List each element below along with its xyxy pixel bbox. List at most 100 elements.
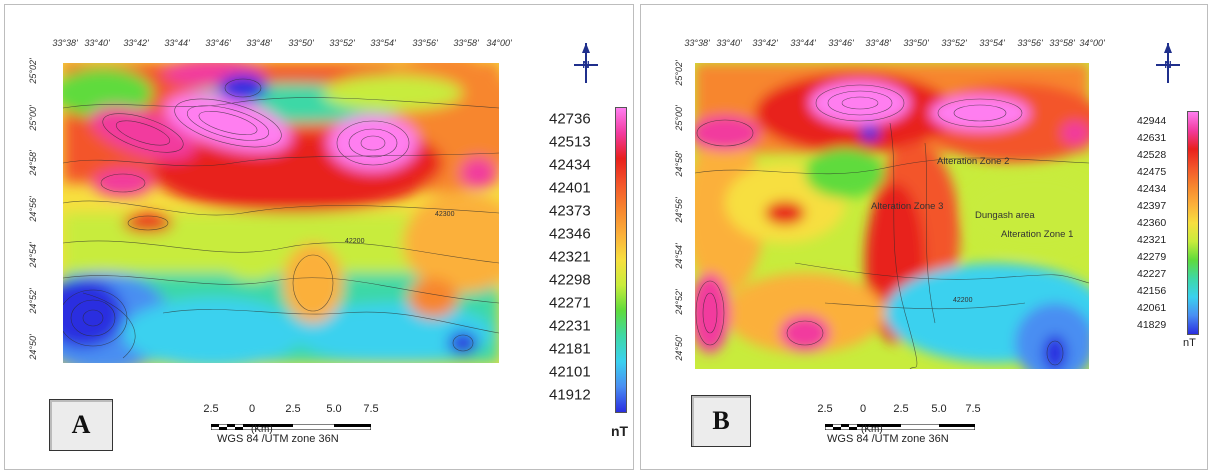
y-tick: 24°54' xyxy=(28,242,38,268)
scale-bar xyxy=(824,417,976,431)
color-ramp xyxy=(615,107,627,413)
y-tick: 24°52' xyxy=(674,289,684,315)
y-tick: 24°58' xyxy=(28,150,38,176)
legend-labels: 42944 42631 42528 42475 42434 42397 4236… xyxy=(1137,111,1183,333)
scale-number: 7.5 xyxy=(363,403,379,415)
zone-label: Alteration Zone 3 xyxy=(871,201,944,212)
legend-value: 41829 xyxy=(1137,319,1167,331)
scale-bar xyxy=(210,417,372,431)
x-tick: 33°54' xyxy=(979,38,1005,48)
x-tick: 33°48' xyxy=(865,38,891,48)
color-legend: 42736 42513 42434 42401 42373 42346 4232… xyxy=(549,105,633,445)
zone-label: Alteration Zone 1 xyxy=(1001,229,1074,240)
panel-letter-box: B xyxy=(691,395,751,447)
x-tick: 33°46' xyxy=(828,38,854,48)
datum-label: WGS 84 /UTM zone 36N xyxy=(827,433,949,445)
x-tick: 33°50' xyxy=(288,38,314,48)
legend-value: 42360 xyxy=(1137,217,1167,229)
svg-text:N: N xyxy=(1164,60,1171,71)
legend-labels: 42736 42513 42434 42401 42373 42346 4232… xyxy=(549,107,609,411)
magnetic-map-a xyxy=(63,63,499,363)
y-tick: 24°56' xyxy=(28,196,38,222)
unit-label: nT xyxy=(611,423,629,439)
legend-value: 42181 xyxy=(549,340,591,358)
x-tick: 33°42' xyxy=(123,38,149,48)
x-tick: 33°42' xyxy=(752,38,778,48)
legend-value: 42944 xyxy=(1137,115,1167,127)
legend-value: 41912 xyxy=(549,386,591,404)
scale-unit: (Km) xyxy=(861,424,883,435)
legend-value: 42321 xyxy=(549,248,591,266)
legend-value: 42271 xyxy=(549,294,591,312)
scale-numbers: 2.5 0 2.5 5.0 7.5 xyxy=(201,403,381,417)
y-tick: 25°02' xyxy=(28,58,38,84)
zone-label: Dungash area xyxy=(975,210,1035,221)
panel-a: 33°38' 33°40' 33°42' 33°44' 33°46' 33°48… xyxy=(4,4,634,470)
y-tick: 25°00' xyxy=(674,105,684,131)
contour-label: 42200 xyxy=(953,297,973,304)
legend-value: 42434 xyxy=(1137,183,1167,195)
legend-value: 42061 xyxy=(1137,302,1167,314)
legend-value: 42401 xyxy=(549,179,591,197)
color-legend: 42944 42631 42528 42475 42434 42397 4236… xyxy=(1137,109,1205,359)
legend-value: 42298 xyxy=(549,271,591,289)
legend-value: 42346 xyxy=(549,225,591,243)
legend-value: 42631 xyxy=(1137,132,1167,144)
y-tick: 24°50' xyxy=(674,335,684,361)
contour-label: 42300 xyxy=(435,211,455,218)
scale-number: 5.0 xyxy=(326,403,342,415)
scale-number: 5.0 xyxy=(931,403,947,415)
x-tick: 34°00' xyxy=(486,38,512,48)
y-axis-ticks: 25°02' 25°00' 24°58' 24°56' 24°54' 24°52… xyxy=(23,5,43,469)
legend-value: 42475 xyxy=(1137,166,1167,178)
legend-value: 42101 xyxy=(549,363,591,381)
magnetic-map-b-graphic xyxy=(695,63,1089,369)
legend-value: 42434 xyxy=(549,156,591,174)
legend-value: 42321 xyxy=(1137,234,1167,246)
x-tick: 34°00' xyxy=(1079,38,1105,48)
unit-label: nT xyxy=(1183,337,1196,349)
x-tick: 33°48' xyxy=(246,38,272,48)
legend-value: 42231 xyxy=(549,317,591,335)
legend-value: 42736 xyxy=(549,110,591,128)
scale-number: 2.5 xyxy=(203,403,219,415)
y-tick: 24°52' xyxy=(28,288,38,314)
legend-value: 42279 xyxy=(1137,251,1167,263)
legend-value: 42156 xyxy=(1137,285,1167,297)
x-tick: 33°46' xyxy=(205,38,231,48)
x-tick: 33°52' xyxy=(329,38,355,48)
legend-value: 42373 xyxy=(549,202,591,220)
y-tick: 24°56' xyxy=(674,197,684,223)
y-tick: 24°50' xyxy=(28,334,38,360)
y-tick: 24°58' xyxy=(674,151,684,177)
north-arrow-icon: N xyxy=(571,41,601,85)
x-tick: 33°56' xyxy=(1017,38,1043,48)
x-tick: 33°58' xyxy=(453,38,479,48)
x-tick: 33°44' xyxy=(790,38,816,48)
scale-number: 2.5 xyxy=(285,403,301,415)
y-tick: 25°00' xyxy=(28,105,38,131)
north-arrow-icon: N xyxy=(1153,41,1183,85)
scale-number: 0 xyxy=(248,403,256,415)
x-axis-ticks: 33°38' 33°40' 33°42' 33°44' 33°46' 33°48… xyxy=(5,38,633,50)
x-tick: 33°38' xyxy=(684,38,710,48)
legend-value: 42397 xyxy=(1137,200,1167,212)
scale-number: 7.5 xyxy=(965,403,981,415)
color-ramp xyxy=(1187,111,1199,335)
x-tick: 33°44' xyxy=(164,38,190,48)
y-tick: 25°02' xyxy=(674,60,684,86)
x-tick: 33°58' xyxy=(1049,38,1075,48)
x-tick: 33°56' xyxy=(412,38,438,48)
contour-label: 42200 xyxy=(345,238,365,245)
x-tick: 33°50' xyxy=(903,38,929,48)
panel-letter-box: A xyxy=(49,399,113,451)
scale-numbers: 2.5 0 2.5 5.0 7.5 xyxy=(817,403,987,417)
magnetic-map-b xyxy=(695,63,1089,369)
datum-label: WGS 84 /UTM zone 36N xyxy=(217,433,339,445)
legend-value: 42227 xyxy=(1137,268,1167,280)
x-tick: 33°40' xyxy=(84,38,110,48)
legend-value: 42513 xyxy=(549,133,591,151)
x-tick: 33°52' xyxy=(941,38,967,48)
scale-number: 2.5 xyxy=(893,403,909,415)
x-tick: 33°54' xyxy=(370,38,396,48)
